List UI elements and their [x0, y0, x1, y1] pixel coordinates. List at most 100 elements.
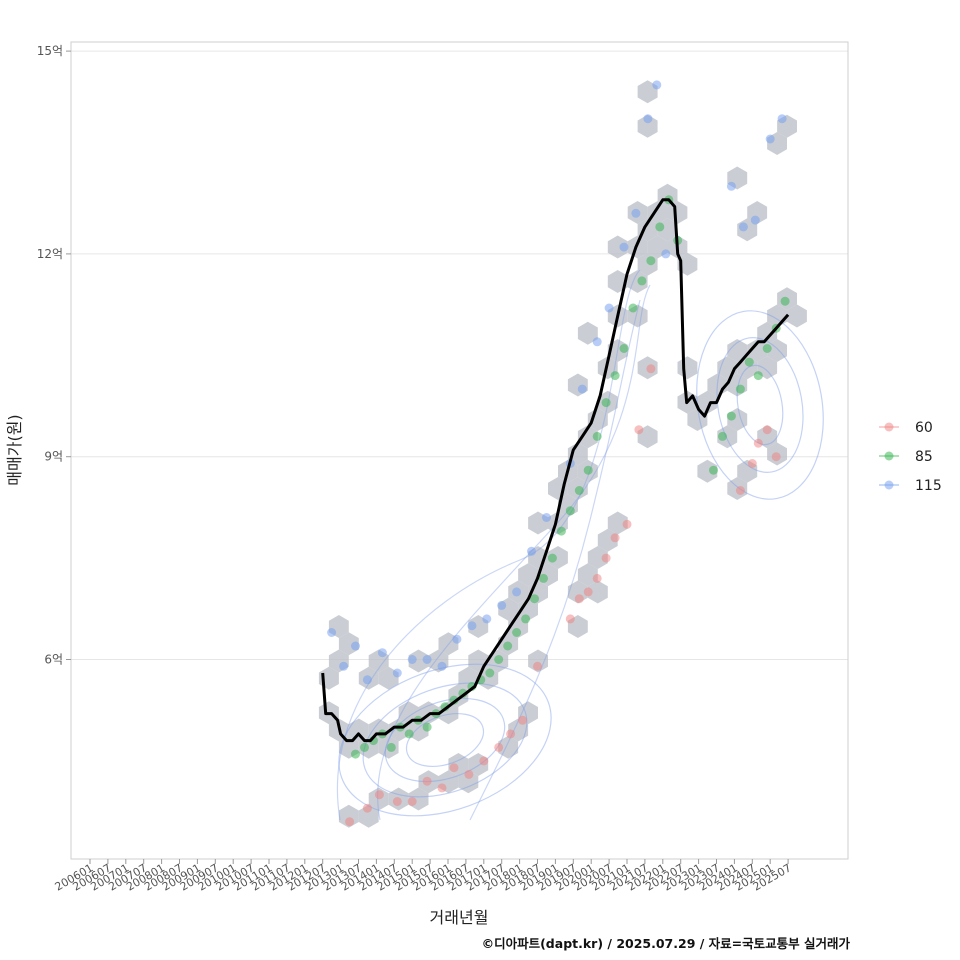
legend: 60 85 115: [879, 420, 942, 494]
data-point-85: [637, 276, 647, 286]
hex-bin: [637, 114, 658, 138]
data-point-115: [351, 641, 360, 651]
data-point-85: [592, 431, 602, 441]
hex-bin: [727, 339, 748, 362]
data-point-115: [726, 181, 736, 191]
data-point-85: [655, 222, 665, 232]
data-point-60: [646, 364, 656, 374]
data-point-60: [610, 533, 620, 543]
data-point-115: [604, 303, 614, 313]
y-axis-title: 매매가(원): [5, 414, 24, 485]
data-point-85: [610, 371, 620, 381]
hex-bin: [607, 235, 628, 259]
hex-bin: [498, 735, 519, 759]
hex-bin: [697, 390, 718, 414]
hex-bin: [647, 201, 668, 224]
y-tick-label: 9억: [44, 450, 63, 464]
data-point-115: [750, 215, 760, 225]
grid-lines: [71, 50, 848, 660]
data-point-115: [512, 587, 522, 597]
data-point-60: [494, 742, 504, 752]
hex-bin: [408, 718, 429, 742]
x-axis-title: 거래년월: [430, 908, 489, 927]
data-point-85: [601, 398, 611, 408]
data-point-115: [643, 114, 653, 124]
data-point-85: [351, 749, 360, 759]
data-point-60: [622, 519, 632, 529]
hex-bin: [458, 770, 479, 794]
data-point-85: [386, 742, 396, 752]
hex-bin: [518, 563, 538, 587]
data-point-115: [422, 655, 432, 664]
data-point-85: [530, 594, 539, 604]
hex-bin: [697, 459, 718, 483]
data-point-115: [619, 242, 629, 252]
data-point-85: [404, 729, 414, 739]
y-axis-ticks: 6억 9억 12억 15억: [37, 44, 71, 667]
contour-ring: [696, 310, 824, 500]
hex-bin: [717, 425, 738, 449]
data-point-85: [494, 655, 504, 664]
hex-bin: [577, 321, 598, 345]
legend-key-85: [884, 451, 894, 461]
x-axis-ticks: 2006012006072007012007072008012008072009…: [53, 859, 794, 894]
contour-ring: [338, 663, 552, 817]
data-point-115: [738, 222, 748, 232]
data-point-115: [765, 134, 775, 144]
data-point-115: [437, 661, 447, 671]
data-point-60: [533, 661, 542, 671]
data-point-85: [547, 553, 557, 563]
data-point-60: [601, 553, 611, 563]
data-point-115: [377, 648, 387, 658]
contour-path: [336, 269, 641, 821]
hex-bin: [548, 546, 568, 569]
data-point-60: [518, 715, 528, 725]
data-point-115: [327, 628, 337, 637]
data-point-85: [512, 628, 522, 637]
hex-bin: [787, 304, 807, 328]
data-point-115: [407, 655, 417, 664]
contour-ring: [362, 682, 528, 798]
data-point-60: [506, 729, 516, 739]
contour-ring: [736, 364, 784, 446]
data-point-85: [574, 486, 584, 495]
data-point-115: [467, 621, 477, 631]
data-point-60: [437, 783, 447, 793]
hex-bin: [577, 425, 598, 449]
hex-bin: [677, 356, 698, 380]
hex-bin: [587, 580, 608, 604]
data-point-60: [374, 790, 384, 800]
legend-label-60: 60: [915, 420, 933, 436]
data-point-60: [747, 459, 757, 468]
data-point-115: [482, 614, 492, 624]
data-point-85: [556, 526, 566, 536]
data-point-115: [452, 634, 462, 644]
data-point-85: [628, 303, 638, 313]
data-point-115: [661, 249, 671, 259]
data-point-115: [631, 208, 641, 218]
data-point-85: [485, 668, 495, 678]
data-point-85: [539, 573, 548, 583]
data-point-85: [360, 742, 369, 752]
data-point-85: [565, 506, 575, 516]
trend-line-layer: [321, 198, 790, 743]
data-point-60: [345, 817, 355, 827]
data-point-60: [735, 486, 745, 495]
data-point-60: [583, 587, 593, 597]
source-caption: ©디아파트(dapt.kr) / 2025.07.29 / 자료=국토교통부 실…: [481, 936, 850, 951]
data-point-115: [777, 114, 787, 124]
data-point-60: [565, 614, 575, 624]
hex-density-layer: [318, 80, 807, 828]
legend-label-85: 85: [915, 449, 933, 465]
data-point-60: [574, 594, 584, 604]
y-tick-label: 12억: [37, 247, 63, 261]
hex-bin: [587, 546, 608, 569]
plot-panel-border: [70, 41, 849, 860]
hex-bin: [607, 511, 628, 535]
data-point-115: [652, 80, 662, 90]
data-points: [327, 80, 790, 827]
hex-bin: [577, 563, 598, 587]
data-point-115: [339, 661, 349, 671]
data-point-60: [407, 797, 417, 806]
